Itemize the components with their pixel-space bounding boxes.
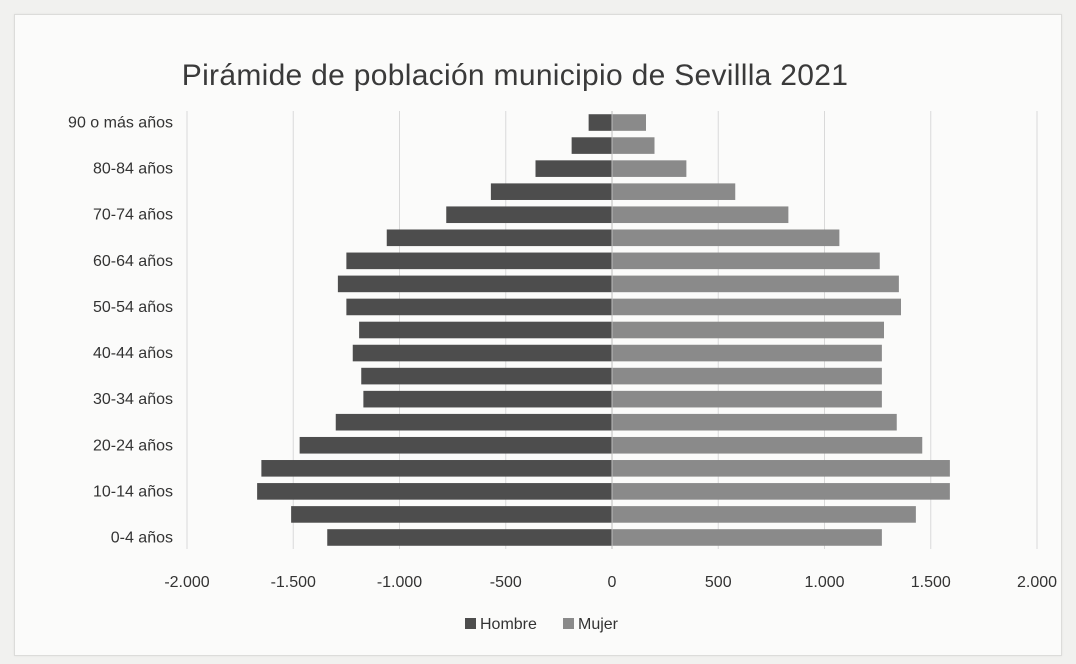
x-tick-label-2: -1.000 xyxy=(377,574,422,591)
bar-mujer-1 xyxy=(612,506,916,523)
legend-label-hombre: Hombre xyxy=(480,616,537,633)
bar-hombre-12 xyxy=(346,252,612,270)
bar-hombre-10 xyxy=(346,298,612,316)
bar-mujer-18 xyxy=(612,114,646,131)
y-tick-label-12: 60-64 años xyxy=(93,253,173,270)
bar-hombre-3 xyxy=(261,460,612,477)
x-tick-label-7: 1.500 xyxy=(911,574,951,591)
bar-hombre-15 xyxy=(490,183,612,200)
x-tick-label-5: 500 xyxy=(705,574,732,591)
x-tick-label-8: 2.000 xyxy=(1017,574,1057,591)
x-tick-label-3: -500 xyxy=(490,574,522,591)
bar-hombre-16 xyxy=(535,160,612,177)
bar-mujer-2 xyxy=(612,483,950,500)
bar-hombre-11 xyxy=(337,275,612,293)
bar-hombre-18 xyxy=(588,114,612,131)
y-tick-label-8: 40-44 años xyxy=(93,345,173,362)
y-tick-label-6: 30-34 años xyxy=(93,391,173,408)
bar-hombre-17 xyxy=(571,137,612,154)
bar-mujer-4 xyxy=(612,436,923,454)
legend-label-mujer: Mujer xyxy=(578,616,619,633)
y-tick-label-14: 70-74 años xyxy=(93,207,173,224)
legend-swatch-mujer xyxy=(563,618,574,629)
bar-mujer-17 xyxy=(612,137,655,154)
y-tick-label-0: 0-4 años xyxy=(111,529,173,546)
y-tick-label-18: 90 o más años xyxy=(68,115,173,132)
chart-frame: Pirámide de población municipio de Sevil… xyxy=(14,14,1062,656)
bar-hombre-4 xyxy=(299,436,612,454)
x-tick-label-1: -1.500 xyxy=(271,574,316,591)
bar-mujer-0 xyxy=(612,529,882,546)
bar-mujer-6 xyxy=(612,390,882,408)
bar-mujer-11 xyxy=(612,275,899,293)
chart-title: Pirámide de población municipio de Sevil… xyxy=(181,59,849,92)
y-tick-label-16: 80-84 años xyxy=(93,161,173,178)
y-tick-label-2: 10-14 años xyxy=(93,483,173,500)
bar-hombre-7 xyxy=(361,367,612,385)
bar-mujer-15 xyxy=(612,183,736,200)
y-tick-label-10: 50-54 años xyxy=(93,299,173,316)
bar-mujer-5 xyxy=(612,413,897,431)
bar-hombre-14 xyxy=(446,206,612,224)
x-tick-label-4: 0 xyxy=(608,574,617,591)
bar-mujer-7 xyxy=(612,367,882,385)
x-tick-label-6: 1.000 xyxy=(804,574,844,591)
population-pyramid-chart: 0-4 años 10-14 años 20-24 años 30-34 años 40… xyxy=(68,111,1057,633)
bar-mujer-14 xyxy=(612,206,789,224)
bar-hombre-8 xyxy=(352,344,612,362)
bar-hombre-13 xyxy=(386,229,612,247)
y-tick-label-4: 20-24 años xyxy=(93,437,173,454)
bar-mujer-13 xyxy=(612,229,840,247)
bar-hombre-6 xyxy=(363,390,612,408)
bar-mujer-16 xyxy=(612,160,687,177)
bar-mujer-10 xyxy=(612,298,901,316)
legend-swatch-hombre xyxy=(465,618,476,629)
bar-hombre-9 xyxy=(359,321,612,339)
bar-mujer-8 xyxy=(612,344,882,362)
bar-mujer-3 xyxy=(612,460,950,477)
bar-mujer-12 xyxy=(612,252,880,270)
bar-hombre-2 xyxy=(257,483,612,500)
bar-hombre-1 xyxy=(291,506,612,523)
bar-mujer-9 xyxy=(612,321,884,339)
bar-hombre-5 xyxy=(335,413,612,431)
bar-hombre-0 xyxy=(327,529,612,546)
x-tick-label-0: -2.000 xyxy=(164,574,209,591)
